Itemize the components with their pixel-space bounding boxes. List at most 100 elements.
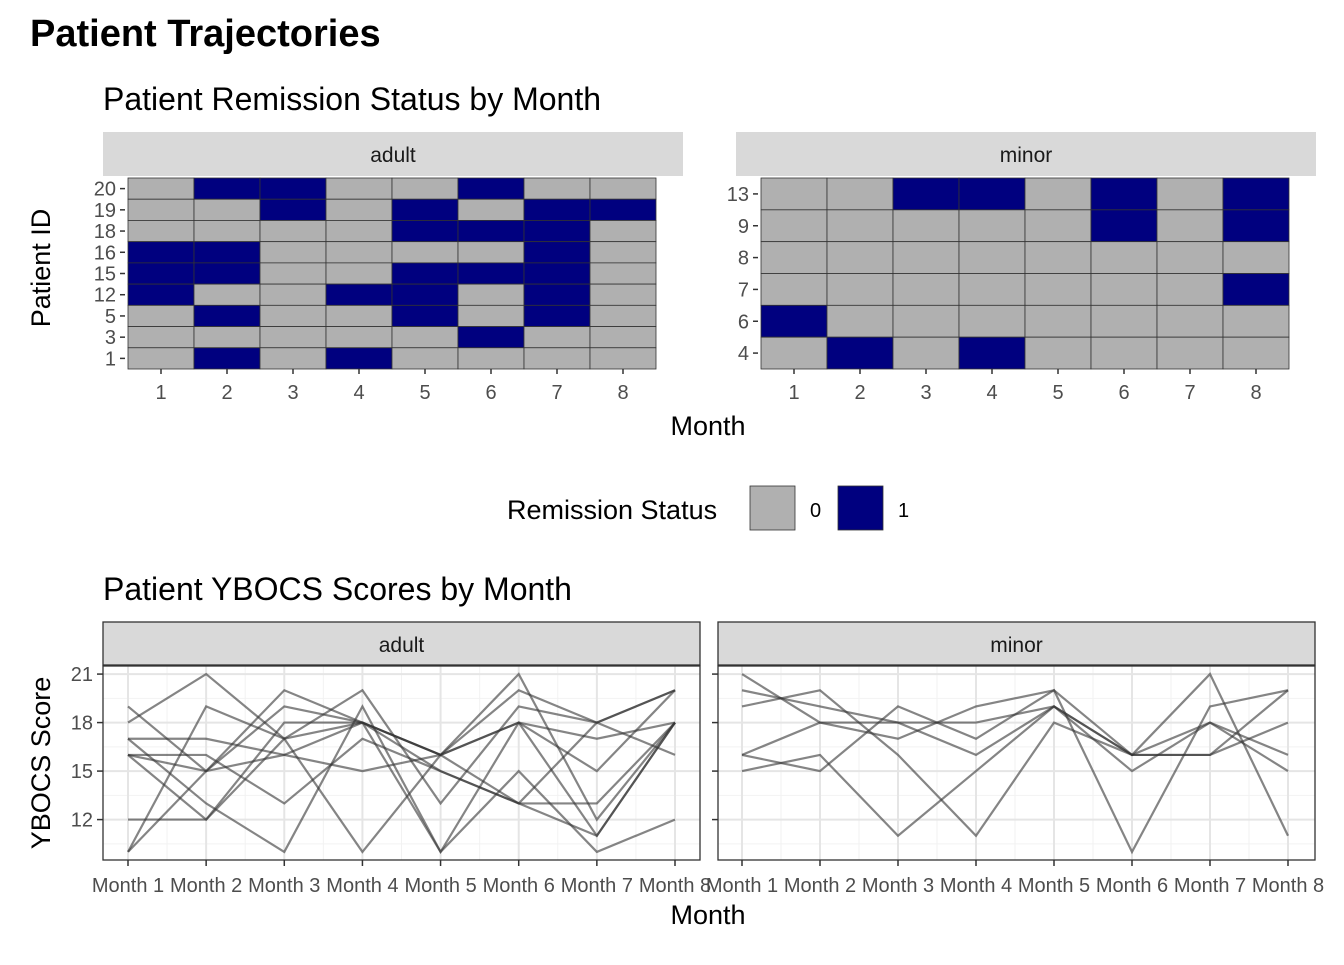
line-plots: adult Month 1 Month 2 Month 3 Month 4 Month 5… — [26, 621, 1324, 930]
x-tick-label: 5 — [1052, 382, 1063, 404]
heatmap-cell — [826, 241, 894, 274]
series-line-adult-4 — [127, 672, 676, 854]
heatmap-cell — [127, 347, 195, 370]
y-tick-label: 12 — [71, 810, 93, 832]
x-tick-label: 6 — [485, 382, 496, 404]
heatmap-cell — [457, 262, 525, 285]
series-line-adult-5 — [128, 721, 676, 855]
heatmap-panel-minor: minor 13 9 8 7 6 4 1 2 3 4 5 6 7 8 — [727, 132, 1316, 404]
heatmap-cell — [1156, 177, 1224, 211]
heatmap-cell — [259, 262, 327, 285]
heatmap-cell — [259, 304, 327, 327]
heatmap-cell — [127, 241, 195, 264]
heatmap-cell — [1090, 273, 1158, 306]
facet-strip-label-minor: minor — [1000, 144, 1053, 167]
heatmap-cell — [826, 273, 894, 306]
heatmap-cell — [1156, 336, 1224, 370]
heatmap-cell — [1222, 177, 1290, 211]
heatmap-cell — [457, 220, 525, 243]
heatmap-cell — [1222, 336, 1290, 370]
heatmap-cell — [391, 262, 459, 285]
y-tick-label: 6 — [738, 311, 749, 333]
heatmap-cell — [760, 336, 828, 370]
heatmap-cell — [391, 347, 459, 370]
heatmap-cell — [589, 177, 657, 200]
legend-swatch-1 — [837, 485, 884, 531]
heatmap-cell — [523, 198, 591, 221]
x-tick-label: 6 — [1118, 382, 1129, 404]
heatmap-cell — [259, 198, 327, 221]
plot-background — [718, 666, 1315, 860]
heatmap-cell — [325, 198, 393, 221]
x-tick-label: Month 7 — [561, 875, 633, 897]
heatmap-cell — [259, 326, 327, 349]
heatmap-cell — [193, 241, 261, 264]
series-line-adult-7 — [127, 704, 676, 854]
x-tick-label: Month 2 — [784, 875, 856, 897]
x-tick-label: Month 3 — [862, 875, 934, 897]
heatmap-cell — [127, 262, 195, 285]
heatmap-cell — [457, 304, 525, 327]
line-y-axis-label: YBOCS Score — [26, 677, 56, 850]
y-tick-label: 7 — [738, 279, 749, 301]
heatmap-cell — [325, 304, 393, 327]
heatmap-cell — [826, 209, 894, 243]
heatmap-cell — [193, 220, 261, 243]
y-tick-label: 18 — [94, 221, 116, 243]
heatmap-cell — [325, 241, 393, 264]
heatmap-cell — [1222, 304, 1290, 338]
heatmap-cell — [892, 273, 960, 306]
facet-strip-label-minor: minor — [990, 634, 1043, 657]
legend-swatch-0 — [749, 485, 796, 531]
heatmap-cell — [391, 177, 459, 200]
x-tick-label: 4 — [986, 382, 997, 404]
heatmap-cell — [193, 177, 261, 200]
figure-title: Patient Trajectories — [30, 13, 381, 55]
heatmap-cell — [1090, 209, 1158, 243]
heatmap-cell — [958, 209, 1026, 243]
heatmap-x-axis-label: Month — [670, 411, 745, 441]
x-tick-label: Month 4 — [940, 875, 1012, 897]
heatmap-cell — [589, 220, 657, 243]
y-tick-label: 1 — [105, 348, 116, 370]
heatmap-cell — [127, 177, 195, 200]
heatmap-cell — [589, 262, 657, 285]
x-tick-label: Month 2 — [170, 875, 242, 897]
heatmap-cell — [826, 336, 894, 370]
heatmap-cell — [589, 347, 657, 370]
heatmap-cell — [457, 177, 525, 200]
x-tick-label: Month 4 — [326, 875, 398, 897]
heatmap-cell — [391, 326, 459, 349]
heatmap-cell — [1024, 273, 1092, 306]
heatmap-cell — [193, 262, 261, 285]
heatmap-cell — [589, 198, 657, 221]
heatmap-cell — [193, 198, 261, 221]
heatmap-cell — [1090, 336, 1158, 370]
x-tick-label: 1 — [788, 382, 799, 404]
y-tick-label: 15 — [94, 264, 116, 286]
heatmap-cell — [958, 304, 1026, 338]
series-line-minor-6 — [741, 689, 1289, 757]
heatmap-cell — [1090, 304, 1158, 338]
x-tick-label: Month 1 — [706, 875, 778, 897]
heatmap-cell — [259, 220, 327, 243]
series-line-minor-2 — [741, 672, 1289, 837]
heatmap-cell — [259, 177, 327, 200]
heatmap-cell — [1222, 273, 1290, 306]
heatmap-cell — [127, 326, 195, 349]
heatmap-cell — [523, 177, 591, 200]
x-tick-label: Month 8 — [639, 875, 711, 897]
y-tick-label: 15 — [71, 761, 93, 783]
x-tick-label: Month 3 — [248, 875, 320, 897]
facet-strip-minor — [717, 621, 1316, 666]
y-tick-label: 21 — [71, 664, 93, 686]
facet-strip-minor — [736, 132, 1316, 176]
facet-strip-label-adult: adult — [379, 634, 425, 657]
x-tick-label: 1 — [155, 382, 166, 404]
y-tick-label: 16 — [94, 242, 116, 264]
x-tick-label: 2 — [221, 382, 232, 404]
heatmap-cell — [1024, 177, 1092, 211]
